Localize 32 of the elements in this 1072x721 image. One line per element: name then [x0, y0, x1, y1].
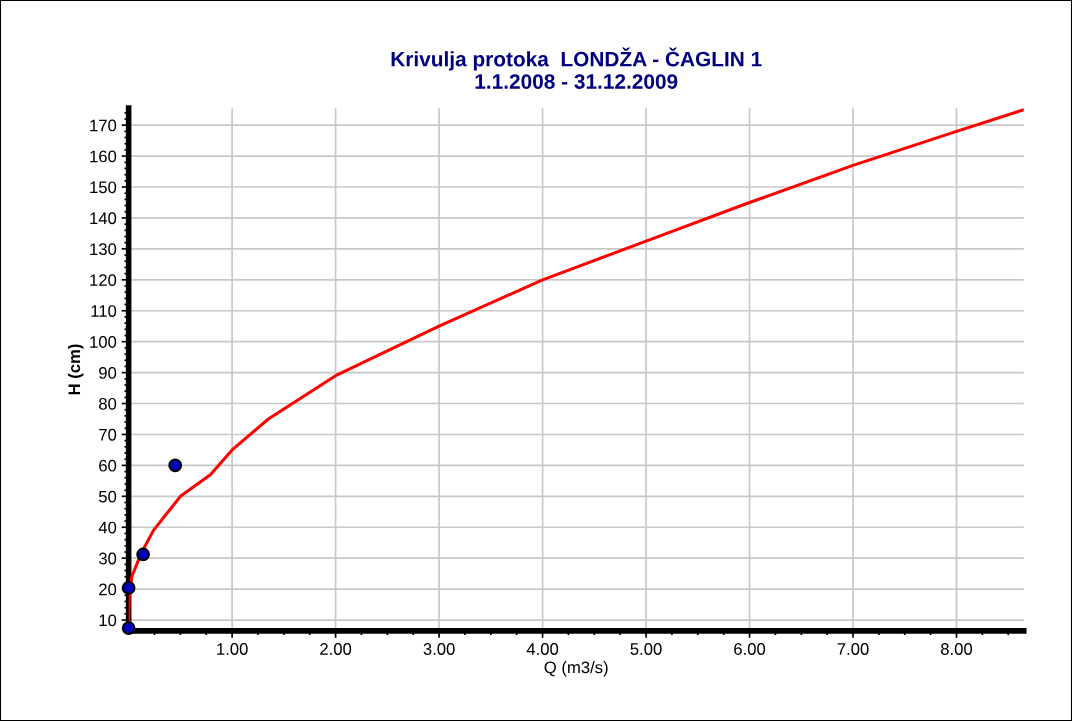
- x-tick-label: 1.00: [217, 643, 248, 655]
- x-tick-label: 2.00: [320, 643, 352, 655]
- y-tick-label: 110: [91, 305, 117, 317]
- x-tick-label: 8.00: [941, 643, 973, 655]
- y-tick-label: 150: [90, 181, 117, 194]
- y-tick-label: 90: [99, 367, 117, 379]
- x-tick-label: 5.00: [630, 643, 662, 655]
- chart-title: Krivulja protoka LONDŽA - ČAGLIN 1 1.1.2008 - 31.12.2009: [391, 47, 762, 89]
- y-tick-label: 160: [90, 150, 117, 163]
- y-tick-label: 100: [90, 336, 117, 348]
- y-tick-label: 130: [90, 243, 117, 256]
- point: [121, 581, 136, 595]
- y-tick-label: 30: [98, 552, 117, 565]
- y-tick-label: 40: [98, 521, 117, 534]
- point: [168, 458, 183, 473]
- x-tick-label: 6.00: [734, 643, 766, 655]
- point: [136, 547, 150, 562]
- y-tick-label: 120: [90, 274, 117, 287]
- x-tick-label: 3.00: [423, 643, 455, 655]
- y-tick-label: 20: [99, 583, 117, 596]
- y-tick-label: 60: [99, 459, 117, 472]
- x-axis-title: Q (m3/s): [544, 660, 608, 677]
- y-tick-label: 50: [98, 490, 117, 503]
- y-tick-label: 170: [90, 119, 117, 132]
- x-tick-label: 4.00: [526, 643, 559, 655]
- y-tick-label: 140: [90, 212, 117, 225]
- x-tick-label: 7.00: [837, 643, 869, 655]
- y-axis-title: H (cm): [67, 344, 84, 395]
- point: [121, 621, 136, 635]
- y-tick-label: 70: [99, 428, 117, 441]
- y-tick-label: 10: [99, 614, 117, 627]
- y-tick-label: 80: [99, 397, 117, 410]
